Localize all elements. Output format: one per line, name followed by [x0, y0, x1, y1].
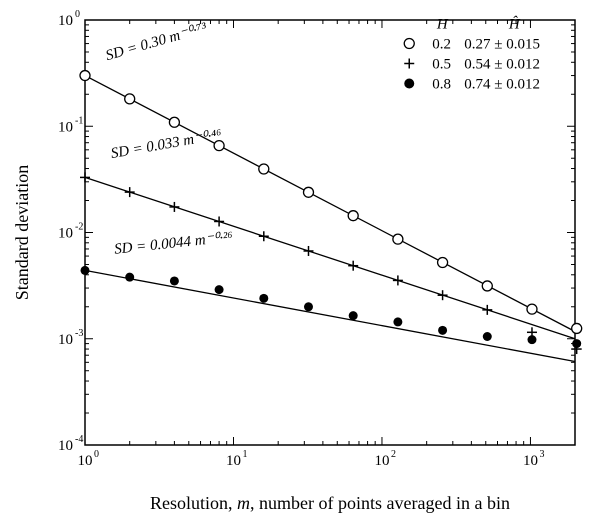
marker-filled-circle — [259, 294, 268, 303]
marker-filled-circle — [572, 339, 581, 348]
marker-filled-circle — [393, 317, 402, 326]
svg-text:-3: -3 — [75, 328, 83, 339]
svg-text:10: 10 — [226, 453, 241, 469]
svg-text:10: 10 — [58, 226, 73, 242]
svg-text:10: 10 — [523, 453, 538, 469]
marker-filled-circle — [438, 326, 447, 335]
legend-H-value: 0.2 — [432, 37, 451, 53]
legend-header-Hhat: Ĥ — [508, 16, 521, 33]
marker-filled-circle — [125, 273, 134, 282]
marker-filled-circle — [215, 285, 224, 294]
marker-filled-circle — [404, 79, 414, 89]
marker-filled-circle — [483, 332, 492, 341]
svg-text:10: 10 — [78, 453, 93, 469]
marker-open-circle — [348, 211, 358, 221]
marker-filled-circle — [527, 335, 536, 344]
svg-text:10: 10 — [58, 332, 73, 348]
marker-open-circle — [125, 94, 135, 104]
marker-filled-circle — [349, 311, 358, 320]
legend-Hhat-value: 0.54 ± 0.012 — [464, 57, 540, 73]
marker-open-circle — [393, 234, 403, 244]
marker-open-circle — [303, 187, 313, 197]
svg-text:0: 0 — [75, 9, 80, 20]
marker-filled-circle — [170, 276, 179, 285]
marker-open-circle — [527, 304, 537, 314]
marker-open-circle — [438, 257, 448, 267]
chart-svg: 10010110210310010-110-210-310-4SD = 0.30… — [0, 0, 602, 523]
x-axis-label: Resolution, m, number of points averaged… — [150, 493, 510, 513]
svg-text:0: 0 — [94, 449, 99, 460]
chart-container: 10010110210310010-110-210-310-4SD = 0.30… — [0, 0, 602, 523]
legend-H-value: 0.5 — [432, 57, 451, 73]
svg-text:10: 10 — [58, 438, 73, 454]
svg-text:10: 10 — [58, 13, 73, 29]
marker-open-circle — [80, 71, 90, 81]
legend-H-value: 0.8 — [432, 77, 451, 93]
svg-text:3: 3 — [539, 449, 544, 460]
legend-header-H: H — [436, 17, 449, 33]
marker-filled-circle — [81, 266, 90, 275]
marker-filled-circle — [304, 302, 313, 311]
marker-open-circle — [404, 39, 414, 49]
svg-text:-1: -1 — [75, 115, 83, 126]
y-axis-label: Standard deviation — [12, 165, 32, 300]
marker-open-circle — [482, 281, 492, 291]
svg-text:-2: -2 — [75, 222, 83, 233]
marker-open-circle — [572, 323, 582, 333]
svg-text:10: 10 — [374, 453, 389, 469]
marker-open-circle — [259, 164, 269, 174]
svg-text:2: 2 — [391, 449, 396, 460]
svg-text:1: 1 — [242, 449, 247, 460]
legend-Hhat-value: 0.27 ± 0.015 — [464, 37, 540, 53]
marker-open-circle — [169, 117, 179, 127]
svg-text:10: 10 — [58, 119, 73, 135]
svg-text:-4: -4 — [75, 434, 83, 445]
legend-Hhat-value: 0.74 ± 0.012 — [464, 77, 540, 93]
